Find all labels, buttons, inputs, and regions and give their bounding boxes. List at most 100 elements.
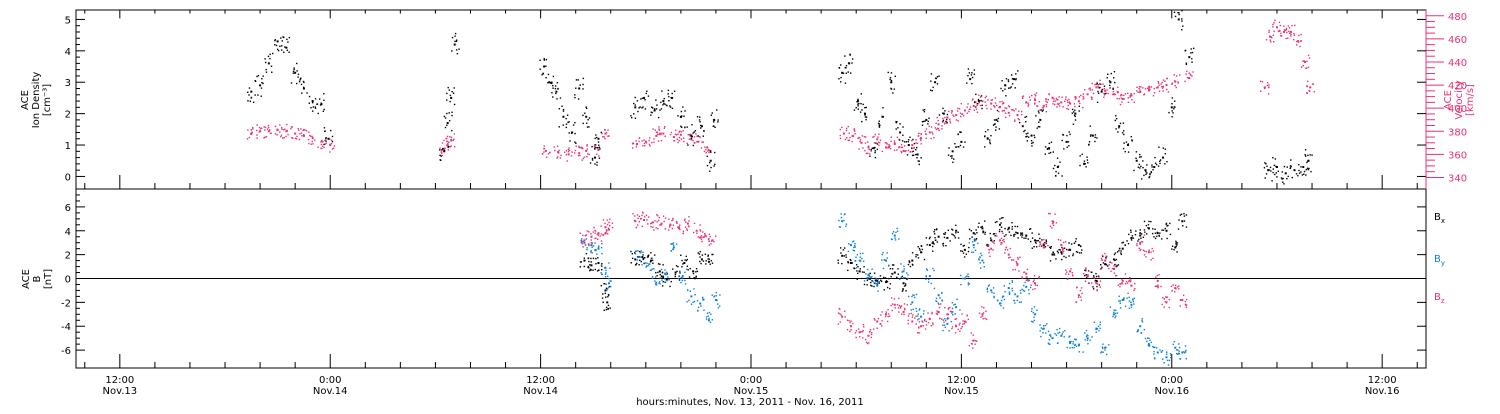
field-point-bx-cluster bbox=[607, 294, 610, 296]
velocity-point-cluster bbox=[1055, 97, 1058, 100]
field-point-by-cluster bbox=[686, 301, 688, 303]
field-point-bx-cluster bbox=[891, 268, 894, 270]
field-point-bz-cluster bbox=[1121, 282, 1123, 284]
velocity-point-cluster bbox=[1018, 118, 1021, 121]
density-point-cluster bbox=[927, 120, 929, 123]
field-point-bz-cluster bbox=[1142, 249, 1145, 251]
field-point-by-cluster bbox=[1169, 353, 1172, 355]
field-point-bz-cluster bbox=[903, 313, 905, 315]
density-point-cluster bbox=[568, 121, 570, 123]
density-point-cluster bbox=[1273, 164, 1276, 167]
velocity-point-cluster bbox=[593, 145, 596, 148]
velocity-point-cluster bbox=[874, 133, 877, 136]
density-point-cluster bbox=[443, 115, 446, 118]
field-point-bx-cluster bbox=[994, 235, 996, 237]
field-point-by-cluster bbox=[1028, 293, 1030, 295]
velocity-point-cluster bbox=[1011, 108, 1013, 111]
velocity-point-cluster bbox=[645, 142, 648, 144]
field-point-bz-cluster bbox=[931, 312, 933, 315]
density-point-cluster bbox=[630, 115, 632, 117]
field-point-bz-cluster bbox=[1143, 234, 1146, 236]
density-point-cluster bbox=[447, 86, 449, 89]
field-point-by-cluster bbox=[581, 241, 584, 243]
field-point-by-cluster bbox=[675, 243, 678, 245]
density-point-cluster bbox=[1159, 159, 1162, 161]
density-point-cluster bbox=[1027, 136, 1030, 138]
field-point-by-cluster bbox=[1058, 331, 1061, 334]
density-point-cluster bbox=[247, 100, 249, 102]
field-point-by-cluster bbox=[939, 297, 941, 299]
field-point-by-cluster bbox=[1133, 297, 1136, 300]
field-point-bz-cluster bbox=[594, 237, 596, 240]
density-point-cluster bbox=[574, 141, 576, 143]
velocity-point-cluster bbox=[854, 130, 856, 132]
field-point-by-cluster bbox=[942, 324, 944, 326]
field-point-bz-cluster bbox=[914, 317, 916, 319]
field-point-by-cluster bbox=[877, 281, 879, 284]
field-point-bz-cluster bbox=[890, 297, 893, 299]
velocity-tick-label: 480 bbox=[1448, 12, 1467, 23]
density-point-cluster bbox=[1083, 160, 1086, 162]
x-tick-time: 12:00 bbox=[526, 375, 555, 386]
field-point-bz-cluster bbox=[679, 224, 681, 226]
field-point-bz-cluster bbox=[866, 342, 869, 345]
field-point-bz-cluster bbox=[931, 311, 933, 314]
field-point-by-cluster bbox=[1152, 345, 1154, 348]
velocity-point-cluster bbox=[1164, 80, 1166, 82]
field-point-bz-cluster bbox=[1017, 258, 1019, 260]
field-point-bx-cluster bbox=[630, 262, 632, 264]
field-point-bx-cluster bbox=[630, 250, 632, 253]
velocity-point-cluster bbox=[900, 143, 903, 146]
field-point-bz-cluster bbox=[678, 226, 680, 228]
density-point-cluster bbox=[288, 51, 290, 53]
density-point-cluster bbox=[918, 163, 920, 166]
velocity-point-cluster bbox=[1306, 85, 1308, 88]
legend-bz: Bz bbox=[1434, 292, 1445, 305]
density-point-cluster bbox=[944, 110, 946, 112]
velocity-point-cluster bbox=[441, 142, 444, 144]
density-point-cluster bbox=[1277, 170, 1280, 172]
density-point-cluster bbox=[552, 87, 554, 89]
field-point-bz-cluster bbox=[652, 226, 654, 228]
field-point-bx bbox=[683, 261, 686, 264]
velocity-point-cluster bbox=[888, 143, 890, 146]
field-point-by-cluster bbox=[1153, 350, 1155, 353]
density-point bbox=[1267, 169, 1270, 172]
density-point bbox=[890, 81, 893, 84]
density-point-cluster bbox=[849, 53, 851, 55]
velocity-point-cluster bbox=[566, 160, 568, 162]
field-point-bz-cluster bbox=[1080, 287, 1083, 289]
field-point-bz-cluster bbox=[650, 222, 653, 224]
field-point-bx-cluster bbox=[702, 260, 705, 262]
field-point-by-cluster bbox=[1084, 332, 1086, 334]
velocity-point-cluster bbox=[990, 99, 993, 101]
field-point-bx-cluster bbox=[904, 277, 906, 279]
field-point-by-cluster bbox=[1128, 307, 1131, 309]
field-point-by-cluster bbox=[1011, 279, 1013, 282]
field-point-bz-cluster bbox=[1185, 306, 1188, 308]
velocity-point-cluster bbox=[1029, 99, 1031, 101]
field-point-bx-cluster bbox=[863, 266, 865, 268]
field-point-bz-cluster bbox=[668, 226, 671, 228]
field-point-by-cluster bbox=[851, 241, 854, 243]
field-point-bx-cluster bbox=[589, 264, 591, 266]
field-point-bz-cluster bbox=[1143, 254, 1146, 256]
field-point-by-cluster bbox=[900, 276, 903, 278]
density-point-cluster bbox=[659, 109, 661, 111]
density-point-cluster bbox=[594, 148, 596, 150]
field-point-by-cluster bbox=[1023, 284, 1025, 287]
field-point-bx-cluster bbox=[1015, 231, 1017, 233]
velocity-point-cluster bbox=[581, 159, 583, 161]
field-point-bz-cluster bbox=[1170, 285, 1173, 288]
field-point-bz-cluster bbox=[1168, 306, 1170, 309]
field-point-by-cluster bbox=[1130, 301, 1132, 303]
velocity-point-cluster bbox=[1001, 110, 1004, 112]
field-point-bz-cluster bbox=[907, 322, 909, 325]
velocity-point bbox=[578, 152, 581, 155]
field-point-by-cluster bbox=[960, 283, 962, 286]
density-point-cluster bbox=[1118, 127, 1120, 129]
density-point-cluster bbox=[545, 58, 548, 61]
field-point-bz-cluster bbox=[636, 224, 639, 226]
density-point-cluster bbox=[1011, 83, 1014, 85]
density-point bbox=[1302, 166, 1305, 169]
